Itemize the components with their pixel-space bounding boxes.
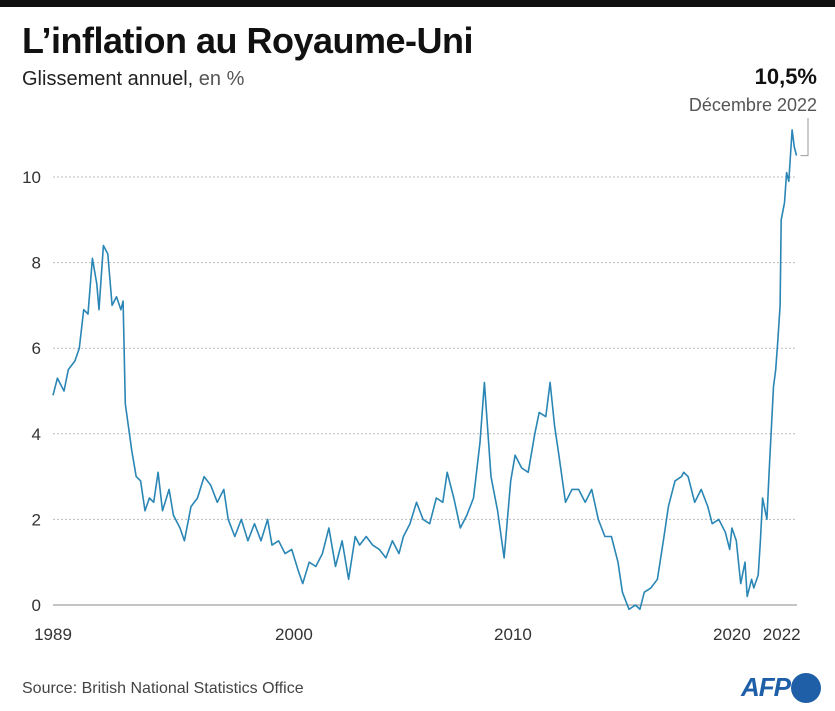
x-tick-label: 2010 [494,625,532,644]
source-text: Source: British National Statistics Offi… [22,680,304,697]
y-tick-label: 10 [22,168,41,187]
subtitle-unit: en % [198,68,245,90]
series-line [52,129,798,611]
subtitle-text: Glissement annuel, [22,68,194,90]
x-tick-label: 1989 [34,625,72,644]
y-tick-label: 0 [32,596,41,615]
logo-circle-icon [791,672,821,703]
annotation-value: 10,5% [754,64,817,89]
y-tick-label: 2 [32,510,41,529]
afp-logo: AFP [741,672,821,703]
top-bar [0,0,835,7]
y-tick-label: 4 [32,425,41,444]
chart-title: L’inflation au Royaume-Uni [22,20,474,61]
x-tick-label: 2000 [275,625,313,644]
annotation-date: Décembre 2022 [688,95,817,115]
y-tick-label: 8 [32,254,41,273]
x-tick-label: 2020 [713,625,751,644]
annotation-bracket [800,118,809,157]
y-tick-label: 6 [32,339,41,358]
chart-subtitle: Glissement annuel, en % [22,68,244,91]
logo-text: AFP [741,672,791,702]
x-tick-label: 2022 [763,625,801,644]
